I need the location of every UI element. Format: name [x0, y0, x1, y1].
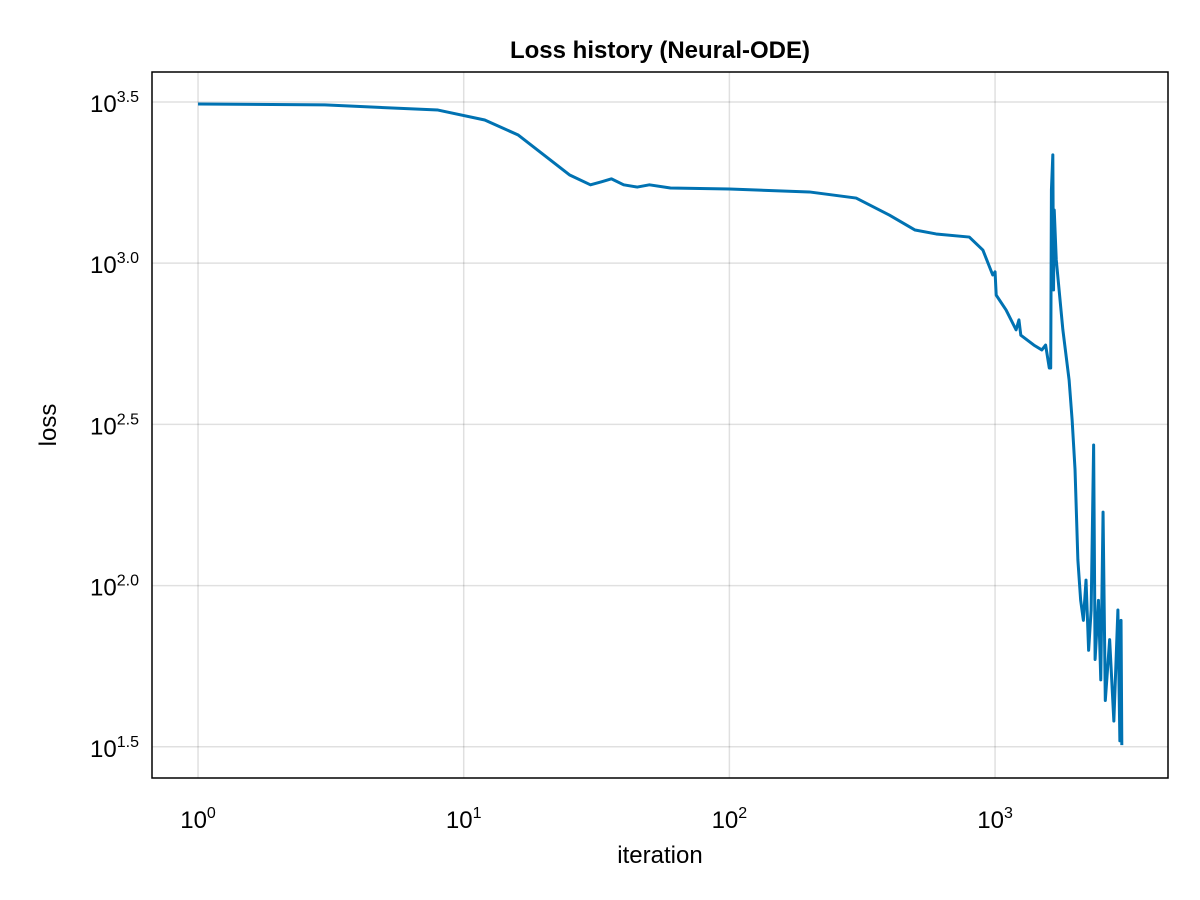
x-axis-label: iteration [617, 842, 702, 869]
y-tick-label: 103.5 [90, 89, 139, 118]
y-tick-label-base: 10 [90, 575, 117, 602]
y-tick-label-base: 10 [90, 91, 117, 118]
y-tick-label-exponent: 1.5 [117, 734, 139, 751]
x-tick-label: 101 [446, 805, 482, 834]
x-tick-label: 100 [180, 805, 216, 834]
x-tick-label-base: 10 [712, 807, 739, 834]
y-tick-label: 101.5 [90, 734, 139, 763]
y-tick-label-base: 10 [90, 736, 117, 763]
chart-title: Loss history (Neural-ODE) [510, 37, 810, 64]
x-tick-label-exponent: 3 [1004, 805, 1013, 822]
x-tick-label-base: 10 [180, 807, 207, 834]
x-tick-label-base: 10 [977, 807, 1004, 834]
y-tick-label: 102.5 [90, 411, 139, 440]
x-tick-label: 103 [977, 805, 1013, 834]
loss-line [198, 102, 1124, 746]
x-tick-label: 102 [712, 805, 748, 834]
y-axis-label: loss [35, 404, 62, 447]
y-tick-label: 103.0 [90, 250, 139, 279]
y-tick-label-exponent: 2.0 [117, 573, 139, 590]
axes-frame [151, 71, 1169, 779]
y-tick-label-base: 10 [90, 252, 117, 279]
y-tick-label-base: 10 [90, 413, 117, 440]
x-tick-label-exponent: 2 [738, 805, 747, 822]
plot-marks [198, 102, 1124, 746]
y-tick-label: 102.0 [90, 573, 139, 602]
y-tick-label-exponent: 2.5 [117, 411, 139, 428]
x-tick-label-exponent: 1 [473, 805, 482, 822]
y-tick-label-exponent: 3.5 [117, 89, 139, 106]
x-tick-label-base: 10 [446, 807, 473, 834]
y-tick-label-exponent: 3.0 [117, 250, 139, 267]
x-tick-label-exponent: 0 [207, 805, 216, 822]
